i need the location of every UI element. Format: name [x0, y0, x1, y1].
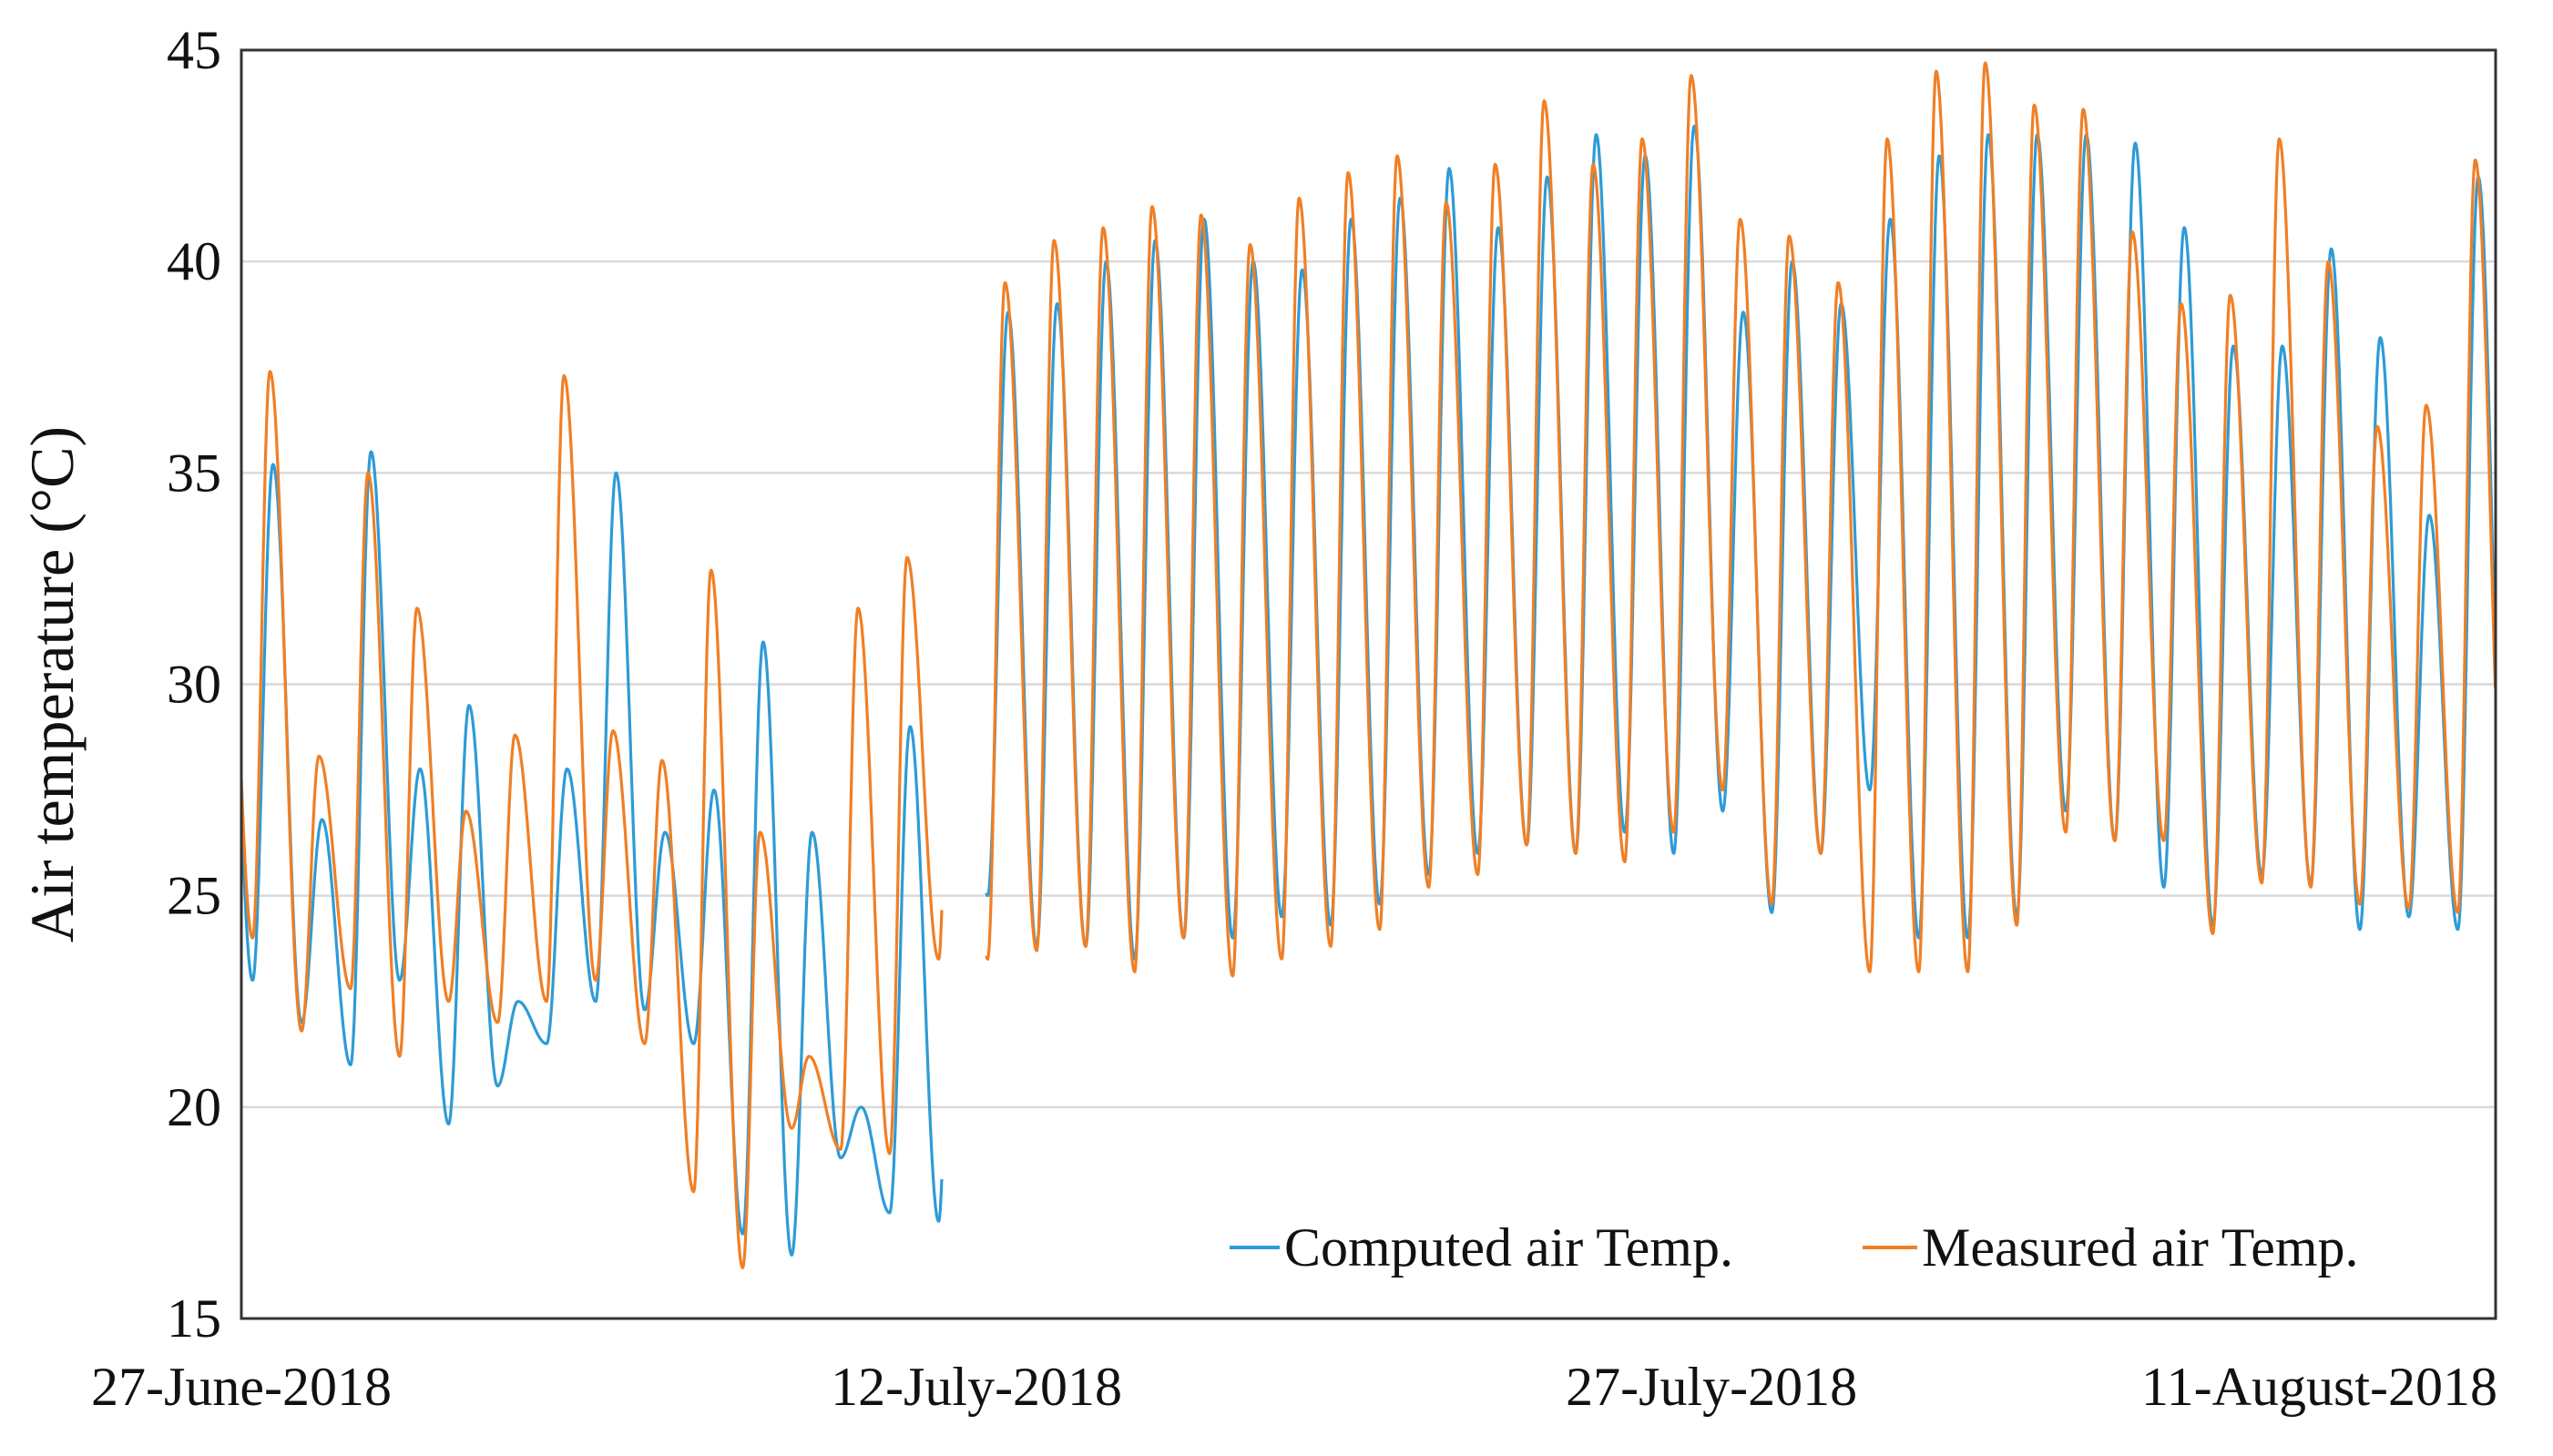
y-tick-label: 25 — [167, 866, 221, 926]
plot-frame — [240, 48, 2497, 1320]
legend: Computed air Temp. Measured air Temp. — [1230, 1217, 2359, 1278]
y-tick-label: 15 — [167, 1288, 221, 1349]
y-tick-label: 30 — [167, 655, 221, 715]
legend-label-computed: Computed air Temp. — [1284, 1217, 1733, 1278]
y-tick-label: 35 — [167, 443, 221, 503]
y-tick-label: 40 — [167, 231, 221, 291]
x-tick-label: 12-July-2018 — [831, 1357, 1122, 1417]
series-layer — [240, 61, 2497, 1269]
x-tick-label: 27-June-2018 — [91, 1357, 392, 1417]
x-tick-label: 27-July-2018 — [1566, 1357, 1857, 1417]
y-axis-title: Air temperature (°C) — [17, 426, 87, 942]
series-line-measured-segment-2 — [985, 61, 2497, 978]
series-line-computed-segment-1 — [240, 450, 944, 1257]
series-line-measured-segment-1 — [240, 370, 944, 1269]
x-tick-label: 11-August-2018 — [2141, 1357, 2497, 1417]
y-axis-ticks: 15 20 25 30 35 40 45 — [167, 20, 221, 1349]
y-tick-label: 20 — [167, 1077, 221, 1137]
y-tick-label: 45 — [167, 20, 221, 80]
legend-label-measured: Measured air Temp. — [1922, 1217, 2359, 1278]
x-axis-ticks: 27-June-2018 12-July-2018 27-July-2018 11-A… — [91, 1357, 2497, 1417]
